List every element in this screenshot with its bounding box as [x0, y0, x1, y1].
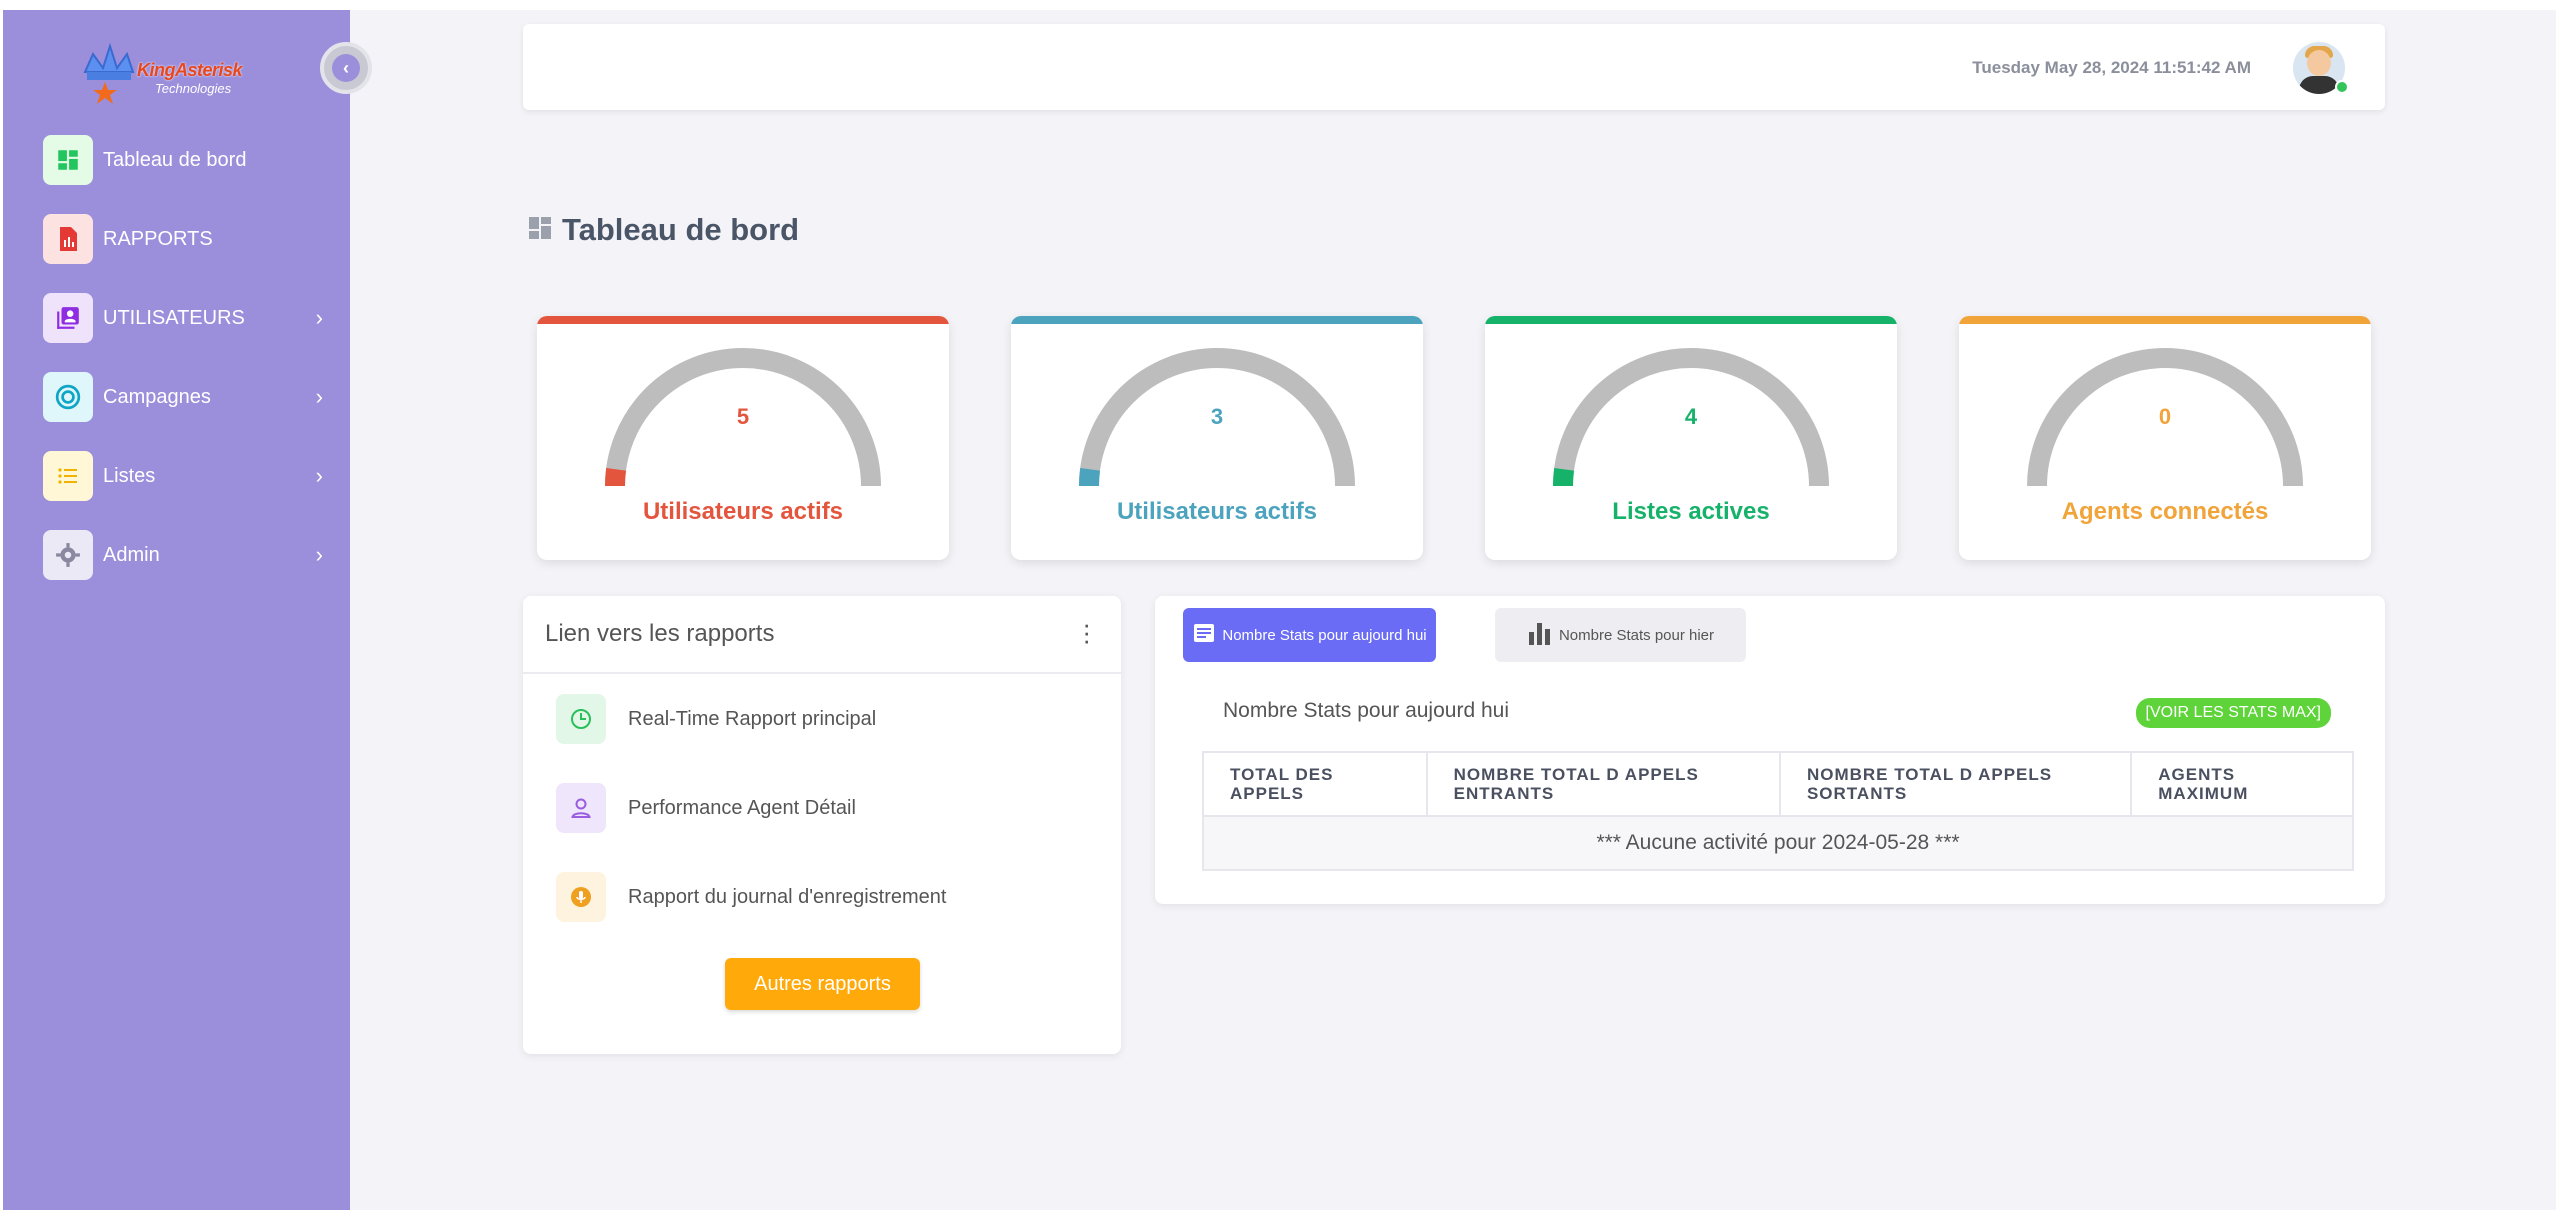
- gauge-arc: [605, 348, 881, 487]
- gauge-arc: [1079, 348, 1355, 487]
- column-header: TOTAL DES APPELS: [1202, 751, 1428, 817]
- users-icon: [43, 293, 93, 343]
- bar-chart-icon: [1527, 620, 1553, 650]
- report-file-icon: [43, 214, 93, 264]
- kebab-menu-icon[interactable]: · · ·: [1082, 609, 1091, 655]
- sidebar-item-label: RAPPORTS: [103, 227, 213, 250]
- empty-message: *** Aucune activité pour 2024-05-28 ***: [1202, 815, 2354, 871]
- gauge-accent-bar: [1011, 316, 1423, 324]
- sidebar-item-label: Listes: [103, 464, 156, 487]
- clock-pie-icon: [556, 694, 606, 744]
- column-header: NOMBRE TOTAL D APPELS ENTRANTS: [1425, 751, 1781, 817]
- chevron-right-icon: ›: [315, 384, 323, 409]
- stats-card: Nombre Stats pour aujourd hui Nombre Sta…: [1155, 596, 2385, 904]
- gauge-card: 0 Agents connectés: [1959, 316, 2371, 560]
- report-link-realtime[interactable]: Real-Time Rapport principal: [556, 694, 876, 744]
- gauge-value: 4: [1684, 404, 1698, 429]
- brand-name: KingAsterisk: [137, 60, 243, 80]
- report-link-recording-log[interactable]: Rapport du journal d'enregistrement: [556, 872, 946, 922]
- sidebar-item-rapports[interactable]: RAPPORTS: [43, 213, 323, 265]
- gauge-accent-bar: [1485, 316, 1897, 324]
- crown-star-icon: [83, 42, 135, 104]
- page-title-text: Tableau de bord: [562, 212, 800, 247]
- tab-label: Nombre Stats pour aujourd hui: [1222, 626, 1427, 644]
- gauge-value: 0: [2158, 404, 2172, 429]
- view-max-stats-button[interactable]: [VOIR LES STATS MAX]: [2135, 698, 2331, 728]
- gauge-card: 3 Utilisateurs actifs: [1011, 316, 1423, 560]
- sidebar-item-campagnes[interactable]: Campagnes ›: [43, 371, 323, 423]
- gauge-card: 4 Listes actives: [1485, 316, 1897, 560]
- dashboard-icon: [528, 215, 552, 246]
- chevron-right-icon: ›: [315, 463, 323, 488]
- gauge-value: 5: [736, 404, 750, 429]
- report-link-label: Rapport du journal d'enregistrement: [628, 885, 947, 908]
- gauge-caption: Listes actives: [1612, 498, 1770, 525]
- reports-card-header: Lien vers les rapports · · ·: [523, 596, 1121, 674]
- report-link-agent-performance[interactable]: Performance Agent Détail: [556, 783, 856, 833]
- sidebar-item-dashboard[interactable]: Tableau de bord: [43, 134, 323, 186]
- page-title: Tableau de bord: [528, 212, 799, 248]
- table-row: *** Aucune activité pour 2024-05-28 ***: [1202, 815, 2354, 871]
- current-datetime: Tuesday May 28, 2024 11:51:42 AM: [1972, 58, 2251, 77]
- gauge-card: 5 Utilisateurs actifs: [537, 316, 949, 560]
- microphone-icon: [556, 872, 606, 922]
- sidebar-item-listes[interactable]: Listes ›: [43, 450, 323, 502]
- chevron-right-icon: ›: [315, 542, 323, 567]
- sidebar-item-label: Tableau de bord: [103, 148, 247, 171]
- reports-card: Lien vers les rapports · · · Real-Time Rap…: [523, 596, 1121, 1054]
- tab-stats-today[interactable]: Nombre Stats pour aujourd hui: [1183, 608, 1436, 662]
- gauge-accent-bar: [1959, 316, 2371, 324]
- gauge-caption: Utilisateurs actifs: [642, 498, 844, 525]
- chevron-left-icon: ‹: [332, 54, 360, 82]
- sidebar-item-admin[interactable]: Admin ›: [43, 529, 323, 581]
- other-reports-button[interactable]: Autres rapports: [725, 958, 920, 1010]
- user-icon: [556, 783, 606, 833]
- stats-heading: Nombre Stats pour aujourd hui: [1223, 699, 1509, 722]
- report-link-label: Performance Agent Détail: [628, 796, 856, 819]
- sidebar-item-label: Campagnes: [103, 385, 211, 408]
- tab-stats-yesterday[interactable]: Nombre Stats pour hier: [1495, 608, 1746, 662]
- gauge-caption: Agents connectés: [2061, 498, 2269, 525]
- dashboard-icon: [43, 135, 93, 185]
- brand-logo[interactable]: KingAsterisk Technologies: [75, 38, 255, 118]
- gauge-arc: [1553, 348, 1829, 487]
- gauge-caption: Utilisateurs actifs: [1116, 498, 1318, 525]
- sidebar-item-label: Admin: [103, 543, 160, 566]
- report-link-label: Real-Time Rapport principal: [628, 707, 877, 730]
- column-header: NOMBRE TOTAL D APPELS SORTANTS: [1778, 751, 2133, 817]
- sidebar-collapse-button[interactable]: ‹: [320, 42, 372, 94]
- brand-subtitle: Technologies: [155, 81, 232, 96]
- tab-label: Nombre Stats pour hier: [1558, 626, 1715, 644]
- chevron-right-icon: ›: [315, 305, 323, 330]
- table-header-row: TOTAL DES APPELS NOMBRE TOTAL D APPELS E…: [1202, 751, 2354, 817]
- sidebar: KingAsterisk Technologies Tableau de bor…: [3, 10, 350, 1210]
- gear-icon: [43, 530, 93, 580]
- stats-table: TOTAL DES APPELS NOMBRE TOTAL D APPELS E…: [1202, 751, 2354, 871]
- online-status-dot: [2335, 80, 2349, 94]
- gauge-value: 3: [1210, 404, 1224, 429]
- avatar[interactable]: [2293, 42, 2345, 94]
- document-icon: [1192, 621, 1216, 649]
- sidebar-item-label: UTILISATEURS: [103, 306, 245, 329]
- reports-card-title: Lien vers les rapports: [545, 620, 775, 647]
- gauge-arc: [2027, 348, 2303, 487]
- target-icon: [43, 372, 93, 422]
- sidebar-item-utilisateurs[interactable]: UTILISATEURS ›: [43, 292, 323, 344]
- column-header: AGENTS MAXIMUM: [2130, 751, 2354, 817]
- gauge-accent-bar: [537, 316, 949, 324]
- top-header: Tuesday May 28, 2024 11:51:42 AM: [523, 24, 2385, 110]
- list-icon: [43, 451, 93, 501]
